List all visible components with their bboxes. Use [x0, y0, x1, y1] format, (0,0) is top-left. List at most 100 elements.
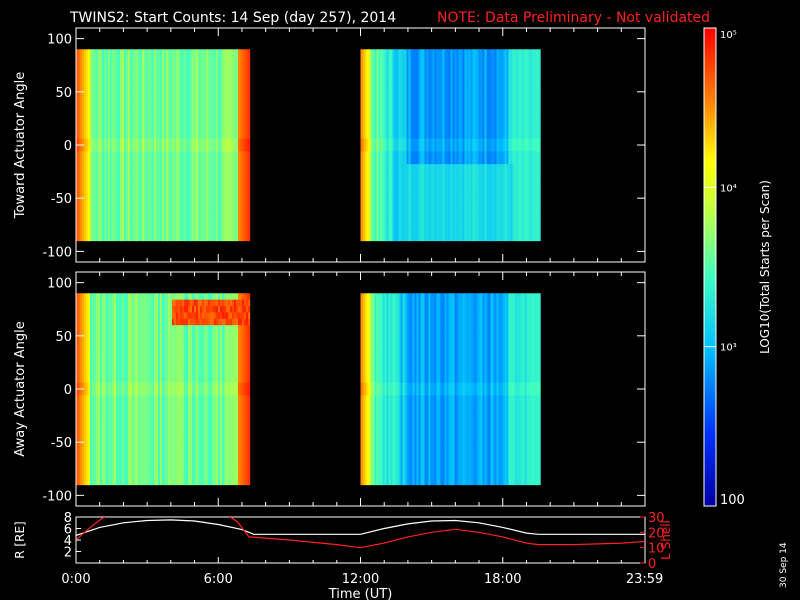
heatmap-cell — [514, 227, 517, 235]
heatmap-cell — [388, 113, 391, 120]
heatmap-cell — [392, 125, 395, 133]
heatmap-cell — [452, 196, 455, 203]
heatmap-cell — [136, 145, 139, 152]
heatmap-cell — [226, 183, 229, 191]
heatmap-cell — [248, 49, 251, 57]
heatmap-cell — [114, 183, 117, 191]
heatmap-cell — [104, 100, 107, 108]
heatmap-cell — [464, 221, 467, 229]
heatmap-cell — [458, 215, 461, 222]
heatmap-cell — [166, 68, 169, 76]
heatmap-cell — [114, 227, 117, 235]
heatmap-cell — [378, 55, 381, 63]
heatmap-cell — [214, 221, 217, 229]
heatmap-cell — [482, 49, 485, 57]
heatmap-cell — [436, 176, 439, 184]
heatmap-cell — [94, 100, 97, 108]
heatmap-cell — [470, 106, 473, 114]
heatmap-cell — [488, 68, 491, 76]
heatmap-cell — [242, 221, 245, 229]
heatmap-cell — [484, 145, 487, 152]
heatmap-cell — [496, 183, 499, 191]
heatmap-cell — [476, 132, 479, 140]
heatmap-cell — [192, 62, 195, 69]
heatmap-cell — [176, 189, 179, 197]
heatmap-cell — [498, 119, 501, 127]
heatmap-cell — [420, 145, 423, 152]
heatmap-cell — [476, 183, 479, 191]
heatmap-cell — [126, 176, 129, 184]
heatmap-cell — [460, 81, 463, 88]
heatmap-cell — [408, 106, 411, 114]
heatmap-cell — [98, 119, 101, 127]
heatmap-cell — [450, 68, 453, 76]
heatmap-cell — [240, 234, 243, 242]
heatmap-cell — [412, 68, 415, 76]
heatmap-cell — [442, 113, 445, 120]
heatmap-cell — [220, 157, 223, 165]
heatmap-cell — [146, 87, 149, 95]
heatmap-cell — [446, 81, 449, 88]
heatmap-cell — [188, 49, 191, 57]
heatmap-cell — [96, 215, 99, 222]
heatmap-cell — [120, 138, 123, 146]
heatmap-cell — [474, 145, 477, 152]
heatmap-cell — [476, 170, 479, 178]
heatmap-cell — [408, 55, 411, 63]
heatmap-cell — [108, 100, 111, 108]
heatmap-cell — [152, 170, 155, 178]
heatmap-cell — [246, 164, 249, 171]
heatmap-cell — [158, 113, 161, 120]
heatmap-cell — [496, 113, 499, 120]
heatmap-cell — [194, 62, 197, 69]
heatmap-cell — [396, 49, 399, 57]
heatmap-cell — [190, 145, 193, 152]
heatmap-cell — [444, 87, 447, 95]
heatmap-cell — [456, 215, 459, 222]
heatmap-cell — [212, 208, 215, 216]
heatmap-cell — [434, 202, 437, 210]
heatmap-cell — [162, 151, 165, 159]
heatmap-cell — [468, 208, 471, 216]
heatmap-cell — [124, 68, 127, 76]
heatmap-cell — [510, 138, 513, 146]
heatmap-cell — [470, 234, 473, 242]
heatmap-cell — [396, 170, 399, 178]
heatmap-cell — [444, 221, 447, 229]
heatmap-cell — [246, 151, 249, 159]
heatmap-cell — [190, 55, 193, 63]
heatmap-cell — [238, 55, 241, 63]
heatmap-cell — [492, 215, 495, 222]
heatmap-cell — [100, 49, 103, 57]
heatmap-cell — [152, 138, 155, 146]
heatmap-cell — [506, 49, 509, 57]
heatmap-cell — [218, 183, 221, 191]
heatmap-cell — [402, 151, 405, 159]
heatmap-cell — [228, 74, 231, 82]
heatmap-cell — [400, 55, 403, 63]
heatmap-cell — [486, 215, 489, 222]
heatmap-cell — [200, 55, 203, 63]
heatmap-cell — [362, 157, 365, 165]
heatmap-cell — [218, 138, 221, 146]
heatmap-cell — [226, 170, 229, 178]
heatmap-cell — [188, 132, 191, 140]
heatmap-cell — [444, 170, 447, 178]
heatmap-cell — [418, 113, 421, 120]
heatmap-cell — [472, 81, 475, 88]
heatmap-cell — [510, 215, 513, 222]
heatmap-cell — [458, 100, 461, 108]
heatmap-cell — [370, 74, 373, 82]
heatmap-cell — [136, 227, 139, 235]
heatmap-cell — [150, 138, 153, 146]
heatmap-cell — [500, 62, 503, 69]
heatmap-cell — [180, 164, 183, 171]
heatmap-cell — [474, 221, 477, 229]
heatmap-cell — [176, 138, 179, 146]
heatmap-cell — [144, 170, 147, 178]
heatmap-cell — [368, 87, 371, 95]
heatmap-cell — [128, 49, 131, 57]
heatmap-cell — [204, 106, 207, 114]
heatmap-cell — [98, 125, 101, 133]
heatmap-cell — [516, 202, 519, 210]
